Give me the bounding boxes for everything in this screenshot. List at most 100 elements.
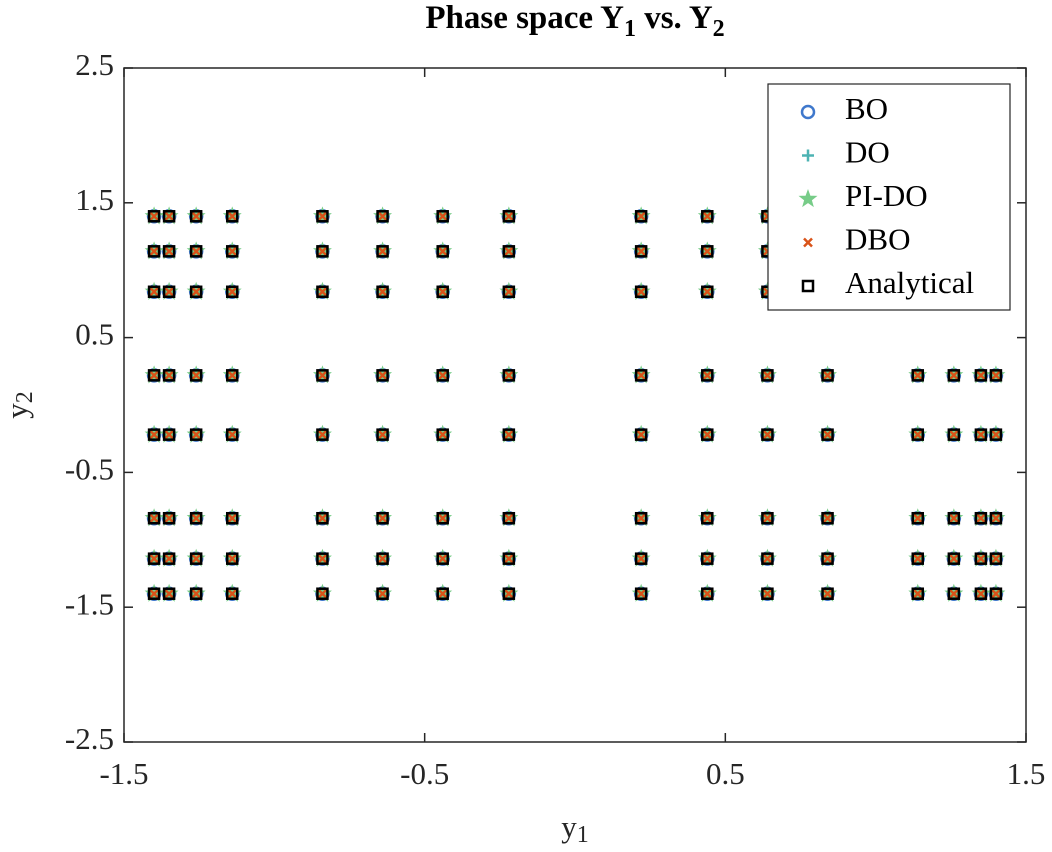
point xyxy=(947,369,961,382)
y-label-text: y xyxy=(0,403,34,419)
point xyxy=(316,369,329,382)
point xyxy=(948,429,959,440)
x-tick-label: -0.5 xyxy=(400,756,449,791)
point xyxy=(437,588,448,599)
title-sub: 2 xyxy=(713,16,725,42)
point xyxy=(189,369,203,382)
point xyxy=(189,210,203,223)
y-axis-label: y2 xyxy=(0,391,38,419)
axes-box xyxy=(123,67,1027,743)
point xyxy=(316,511,329,525)
legend-label: DO xyxy=(845,135,890,170)
point xyxy=(317,370,328,381)
point xyxy=(503,553,514,564)
title-text: vs. Y xyxy=(636,0,713,36)
point xyxy=(634,552,648,565)
point xyxy=(147,245,161,258)
point xyxy=(436,511,449,525)
point xyxy=(974,369,988,382)
point xyxy=(974,552,988,565)
point xyxy=(976,553,986,564)
point xyxy=(377,211,388,222)
point xyxy=(437,553,448,564)
point xyxy=(316,285,329,299)
point xyxy=(162,285,176,299)
point xyxy=(147,210,161,223)
point xyxy=(991,588,1001,599)
point xyxy=(149,513,159,524)
point xyxy=(948,553,959,564)
title-text: Phase space Y xyxy=(425,0,624,36)
point xyxy=(991,553,1001,564)
point xyxy=(162,210,176,223)
point xyxy=(947,511,961,525)
point xyxy=(191,370,202,381)
point xyxy=(821,587,834,600)
point xyxy=(989,369,1003,382)
point xyxy=(147,552,161,565)
point xyxy=(437,429,448,440)
point xyxy=(976,588,986,599)
point xyxy=(162,428,176,441)
point xyxy=(701,428,714,441)
point xyxy=(377,370,388,381)
point xyxy=(634,511,648,525)
legend-label: DBO xyxy=(845,222,910,257)
point xyxy=(225,511,239,525)
point xyxy=(189,552,203,565)
point xyxy=(189,511,203,525)
point xyxy=(436,369,449,382)
point xyxy=(502,552,516,565)
point xyxy=(991,513,1001,524)
point xyxy=(502,511,516,525)
point xyxy=(377,588,388,599)
point xyxy=(702,286,713,297)
point xyxy=(702,429,713,440)
point xyxy=(701,587,714,600)
point xyxy=(503,513,514,524)
point xyxy=(634,210,648,223)
point xyxy=(974,587,988,600)
point xyxy=(989,552,1003,565)
point xyxy=(162,552,176,565)
legend-label: Analytical xyxy=(845,265,974,300)
point xyxy=(191,429,202,440)
point xyxy=(317,513,328,524)
point xyxy=(149,286,159,297)
point xyxy=(912,513,923,524)
point xyxy=(191,513,202,524)
point xyxy=(947,428,961,441)
title-sub: 1 xyxy=(624,16,636,42)
point xyxy=(976,370,986,381)
point xyxy=(701,552,714,565)
legend-label: BO xyxy=(845,91,888,126)
point xyxy=(147,285,161,299)
point xyxy=(503,211,514,222)
point xyxy=(702,211,713,222)
point xyxy=(436,210,449,223)
point xyxy=(317,553,328,564)
point xyxy=(227,246,238,257)
point xyxy=(316,587,329,600)
point xyxy=(436,245,449,258)
point xyxy=(762,513,773,524)
point xyxy=(911,587,925,600)
point xyxy=(149,370,159,381)
point xyxy=(149,246,159,257)
point xyxy=(377,513,388,524)
point xyxy=(761,511,774,525)
point xyxy=(912,553,923,564)
point xyxy=(189,428,203,441)
x-tick-label: 1.5 xyxy=(1007,756,1046,791)
point xyxy=(991,370,1001,381)
point xyxy=(634,245,648,258)
point xyxy=(502,285,516,299)
point xyxy=(503,429,514,440)
point xyxy=(149,429,159,440)
y-tick-label: 2.5 xyxy=(75,47,114,82)
point xyxy=(317,211,328,222)
point xyxy=(225,428,239,441)
point xyxy=(164,211,174,222)
point xyxy=(316,552,329,565)
